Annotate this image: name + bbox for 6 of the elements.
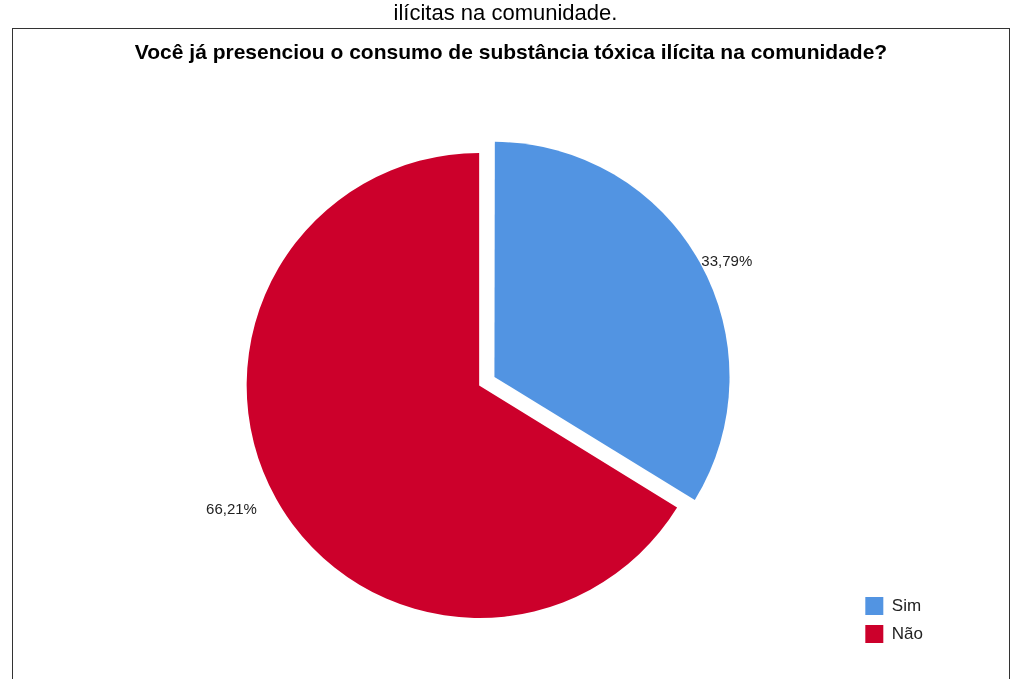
data-label: 33,79% (701, 251, 753, 269)
legend-label: Não (891, 623, 923, 643)
data-label: 66,21% (206, 499, 257, 517)
chart-title: Você já presenciou o consumo de substância tóxica ilícita na comunidade? (133, 40, 889, 64)
text: ilícitas na comunidade. (392, 0, 619, 26)
legend-label: Sim (891, 595, 922, 615)
